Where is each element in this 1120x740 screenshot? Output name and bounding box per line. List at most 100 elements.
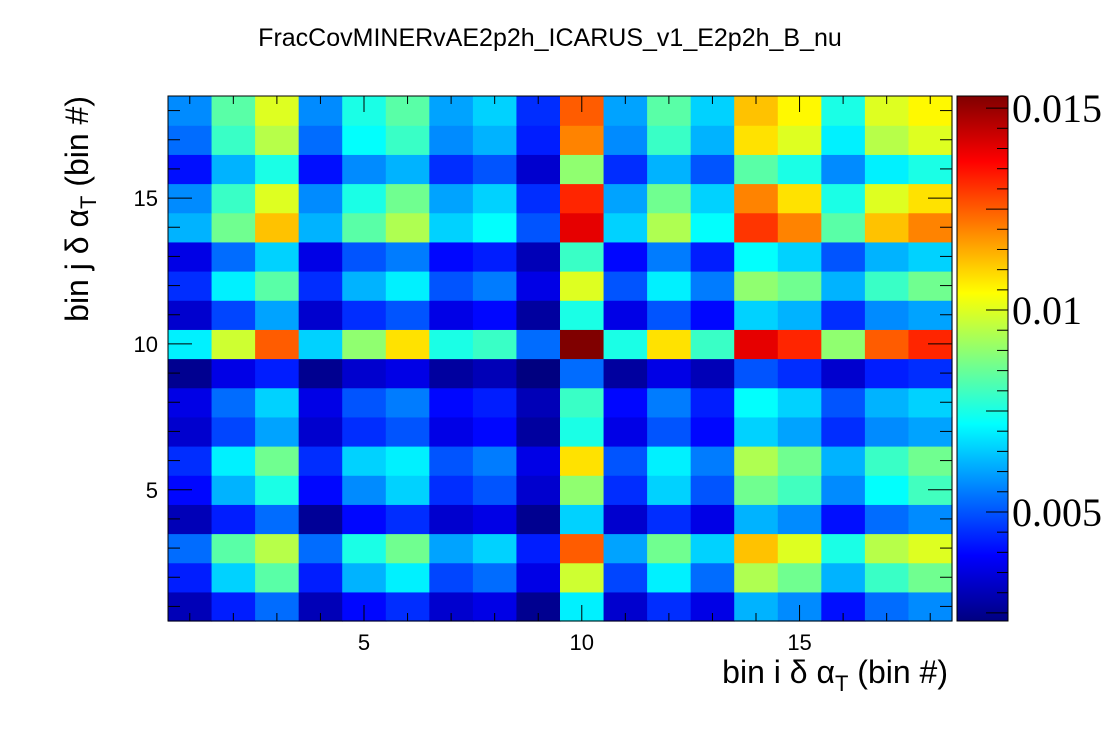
heatmap-cell	[603, 416, 648, 447]
heatmap-cell	[516, 212, 561, 243]
heatmap-cell	[560, 533, 605, 564]
heatmap-cell	[647, 504, 692, 535]
chart-title: FracCovMINERvAE2p2h_ICARUS_v1_E2p2h_B_nu	[258, 24, 842, 52]
heatmap-cell	[385, 329, 430, 360]
heatmap-cell	[385, 125, 430, 155]
heatmap-cell	[864, 416, 910, 447]
heatmap-cell	[255, 504, 300, 535]
heatmap-cell	[255, 183, 300, 214]
heatmap-cell	[603, 504, 648, 535]
heatmap-cell	[472, 358, 518, 389]
y-axis-title-sub: T	[76, 196, 101, 209]
heatmap-cell	[516, 416, 561, 447]
heatmap-cell	[734, 416, 779, 447]
heatmap-cell	[342, 504, 387, 535]
heatmap-cell	[647, 300, 692, 330]
heatmap-cell	[472, 533, 518, 564]
heatmap-cell	[298, 504, 343, 535]
heatmap-cell	[298, 271, 343, 301]
heatmap-cell	[342, 212, 387, 243]
heatmap-cell	[864, 271, 910, 301]
heatmap-cell	[734, 183, 779, 214]
heatmap-cell	[777, 562, 822, 593]
heatmap-cell	[429, 358, 474, 389]
heatmap-cell	[690, 358, 735, 389]
heatmap-cell	[821, 241, 866, 272]
heatmap-cell	[298, 358, 343, 389]
heatmap-cell	[647, 475, 692, 505]
heatmap-cell	[255, 387, 300, 418]
heatmap-cell	[864, 358, 910, 389]
heatmap-cell	[472, 446, 518, 476]
heatmap-cell	[777, 446, 822, 476]
heatmap-cell	[603, 183, 648, 214]
heatmap-cell	[298, 446, 343, 476]
heatmap-cell	[516, 533, 561, 564]
heatmap-cell	[560, 241, 605, 272]
heatmap-cell	[342, 533, 387, 564]
heatmap-cell	[647, 533, 692, 564]
heatmap-cell	[429, 533, 474, 564]
heatmap-cell	[211, 533, 256, 564]
heatmap-cell	[864, 329, 910, 360]
heatmap-cell	[385, 562, 430, 593]
heatmap-cell	[342, 241, 387, 272]
heatmap-cell	[385, 271, 430, 301]
heatmap-cell	[821, 154, 866, 185]
heatmap-cell	[342, 387, 387, 418]
y-tick-label: 10	[134, 332, 158, 357]
colorbar-tick-label: 0.015	[1012, 86, 1102, 131]
heatmap-cell	[647, 271, 692, 301]
heatmap-cell	[342, 183, 387, 214]
heatmap-cell	[603, 125, 648, 155]
heatmap-cell	[429, 125, 474, 155]
heatmap-cell	[516, 329, 561, 360]
heatmap-cell	[342, 154, 387, 185]
heatmap-cell	[385, 212, 430, 243]
heatmap-cell	[734, 358, 779, 389]
heatmap-cell	[472, 475, 518, 505]
heatmap-cell	[821, 387, 866, 418]
heatmap-cell	[777, 300, 822, 330]
heatmap-cells	[168, 96, 953, 622]
heatmap-cell	[690, 446, 735, 476]
heatmap-cell	[298, 475, 343, 505]
heatmap-cell	[603, 329, 648, 360]
x-axis-title-sub: T	[835, 671, 848, 696]
heatmap-cell	[603, 533, 648, 564]
heatmap-cell	[472, 416, 518, 447]
heatmap-cell	[385, 475, 430, 505]
y-tick-label: 5	[146, 478, 158, 503]
heatmap-cell	[211, 271, 256, 301]
heatmap-cell	[864, 241, 910, 272]
heatmap-cell	[821, 562, 866, 593]
heatmap-cell	[864, 562, 910, 593]
heatmap-cell	[429, 300, 474, 330]
heatmap-cell	[603, 212, 648, 243]
heatmap-cell	[821, 300, 866, 330]
heatmap-cell	[472, 154, 518, 185]
heatmap-cell	[385, 387, 430, 418]
heatmap-cell	[734, 271, 779, 301]
heatmap-cell	[255, 154, 300, 185]
heatmap-cell	[472, 562, 518, 593]
heatmap-cell	[255, 416, 300, 447]
x-axis-title-suffix: (bin #)	[848, 654, 948, 690]
heatmap-cell	[777, 358, 822, 389]
heatmap-cell	[821, 533, 866, 564]
colorbar-tick-label: 0.01	[1012, 288, 1082, 333]
heatmap-cell	[734, 446, 779, 476]
heatmap-cell	[385, 533, 430, 564]
heatmap-cell	[211, 446, 256, 476]
heatmap-cell	[560, 387, 605, 418]
heatmap-cell	[647, 416, 692, 447]
heatmap-cell	[211, 387, 256, 418]
heatmap-cell	[864, 125, 910, 155]
colorbar-ticks: 0.005 0.01 0.015	[986, 86, 1102, 614]
heatmap-cell	[690, 562, 735, 593]
heatmap-cell	[690, 387, 735, 418]
heatmap-cell	[821, 271, 866, 301]
heatmap-cell	[472, 183, 518, 214]
heatmap-cell	[211, 125, 256, 155]
x-tick-label: 10	[570, 630, 594, 655]
